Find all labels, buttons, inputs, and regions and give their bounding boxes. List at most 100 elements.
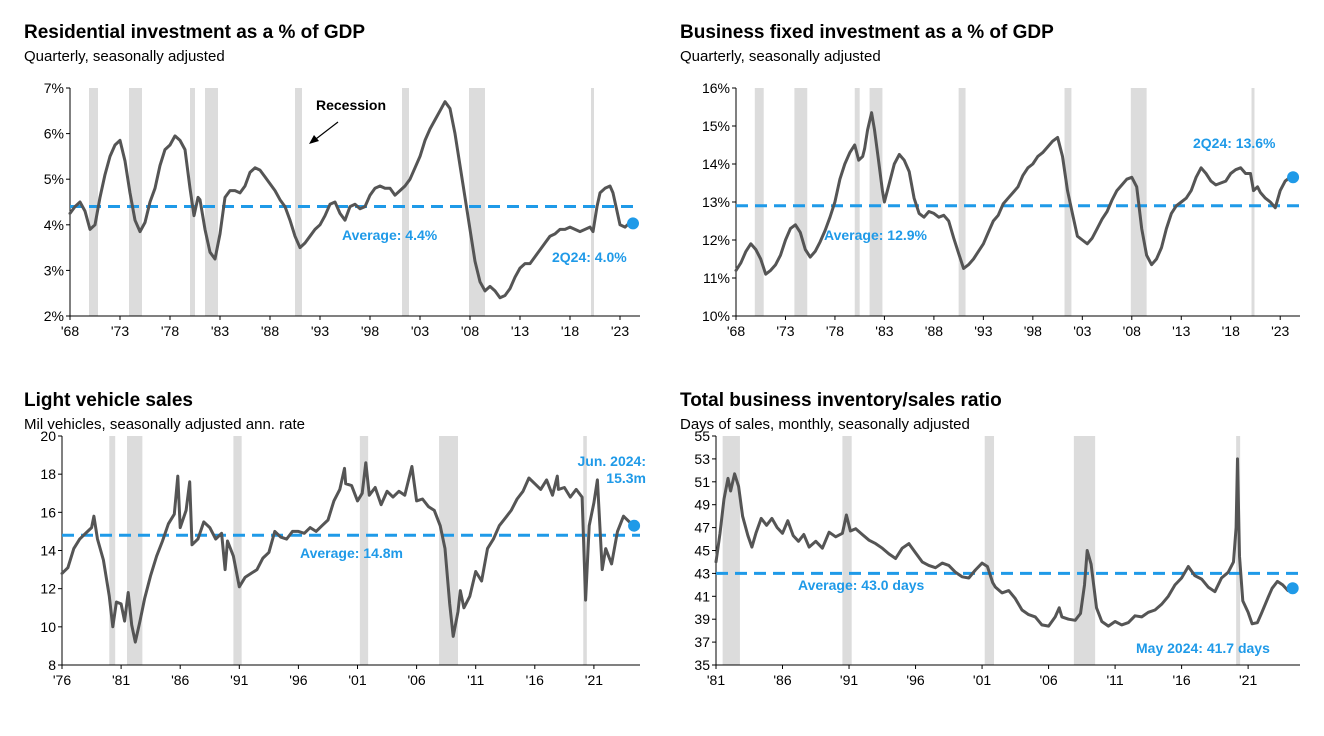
average-label: Average: 14.8m (300, 545, 403, 561)
x-tick-label: '88 (925, 323, 943, 339)
series-line (734, 111, 1295, 276)
recession-band (109, 436, 116, 665)
chart-subtitle: Quarterly, seasonally adjusted (680, 48, 881, 65)
x-tick-label: '93 (311, 323, 329, 339)
x-tick-label: '68 (61, 323, 79, 339)
y-tick-label: 43 (694, 565, 710, 581)
chart-panel-residential-investment: 2% 3% 4% 5% 6% 7% '68 '73 '78 '83 '88 '93 '98 '03 '08 '… (0, 0, 650, 360)
last-value-label: 2Q24: 13.6% (1193, 135, 1276, 151)
x-tick-label: '86 (171, 672, 189, 688)
y-tick-label: 7% (44, 80, 64, 96)
last-point-marker (627, 217, 639, 230)
last-point-marker (1287, 171, 1300, 184)
chart-light-vehicle-sales: 8 10 12 14 16 18 20 '76 '81 '86 '91 '96 '01 '06 '11 '16… (40, 428, 646, 688)
last-value-label: 2Q24: 4.0% (552, 249, 627, 265)
y-tick-label: 13% (702, 194, 730, 210)
chart-title: Light vehicle sales (24, 390, 193, 411)
x-tick-label: '88 (261, 323, 279, 339)
y-tick-label: 10 (40, 619, 56, 635)
recession-band (591, 88, 594, 316)
recession-band (233, 436, 242, 665)
recession-band (89, 88, 98, 316)
last-value-label: 15.3m (606, 470, 646, 486)
x-tick-label: '78 (161, 323, 179, 339)
y-tick-label: 4% (44, 217, 64, 233)
x-tick-label: '03 (1073, 323, 1091, 339)
recession-band (1073, 436, 1096, 665)
series-line (714, 457, 1295, 628)
y-tick-label: 10% (702, 308, 730, 324)
y-tick-label: 18 (40, 466, 56, 482)
recession-band (958, 88, 966, 316)
x-tick-label: '21 (585, 672, 603, 688)
x-tick-label: '23 (611, 323, 629, 339)
y-tick-label: 35 (694, 657, 710, 673)
x-tick-label: '16 (526, 672, 544, 688)
x-tick-label: '91 (840, 672, 858, 688)
recession-arrow-head (309, 135, 319, 144)
x-tick-label: '21 (1239, 672, 1257, 688)
x-tick-label: '18 (561, 323, 579, 339)
chart-inventory-sales-ratio: 35 37 39 41 43 45 47 49 51 53 55 '81 '86 '91 '96 '01 '06… (694, 428, 1300, 688)
y-tick-label: 11% (703, 270, 730, 286)
x-tick-label: '98 (361, 323, 379, 339)
x-tick-label: '83 (875, 323, 893, 339)
x-tick-label: '68 (727, 323, 745, 339)
y-tick-label: 14 (40, 543, 56, 559)
average-label: Average: 12.9% (824, 227, 928, 243)
y-tick-label: 2% (44, 308, 64, 324)
x-tick-label: '91 (230, 672, 248, 688)
y-tick-label: 45 (694, 543, 710, 559)
series-line (68, 100, 635, 300)
y-tick-label: 14% (702, 156, 730, 172)
x-tick-label: '81 (707, 672, 725, 688)
chart-title: Residential investment as a % of GDP (24, 22, 366, 43)
x-tick-label: '93 (974, 323, 992, 339)
y-tick-label: 39 (694, 611, 710, 627)
y-tick-label: 49 (694, 497, 710, 513)
y-tick-label: 16 (40, 504, 56, 520)
x-tick-label: '98 (1024, 323, 1042, 339)
y-tick-label: 12 (40, 581, 56, 597)
x-tick-label: '73 (776, 323, 794, 339)
recession-band (1064, 88, 1072, 316)
x-tick-label: '08 (1123, 323, 1141, 339)
y-tick-label: 5% (44, 171, 64, 187)
y-tick-label: 55 (694, 428, 710, 444)
chart-residential-investment: 2% 3% 4% 5% 6% 7% '68 '73 '78 '83 '88 '93 '98 '03 '08 '… (44, 80, 640, 339)
chart-subtitle: Days of sales, monthly, seasonally adjus… (680, 416, 970, 433)
x-tick-label: '81 (112, 672, 130, 688)
x-tick-label: '11 (1106, 672, 1123, 688)
last-point-marker (1286, 582, 1299, 595)
x-tick-label: '13 (511, 323, 529, 339)
recession-band (469, 88, 485, 316)
recession-band (854, 88, 860, 316)
recession-band (754, 88, 764, 316)
average-label: Average: 43.0 days (798, 577, 925, 593)
y-tick-label: 41 (694, 588, 710, 604)
x-tick-label: '16 (1172, 672, 1190, 688)
x-tick-label: '83 (211, 323, 229, 339)
x-tick-label: '18 (1222, 323, 1240, 339)
x-tick-label: '06 (1039, 672, 1057, 688)
recession-band (359, 436, 369, 665)
recession-band (1251, 88, 1255, 316)
last-value-label: May 2024: 41.7 days (1136, 640, 1270, 656)
recession-band (794, 88, 808, 316)
y-tick-label: 15% (702, 118, 730, 134)
chart-panel-business-fixed-investment: 10% 11% 12% 13% 14% 15% 16% '68 '73 '78 '83 '88 '93 '… (660, 0, 1310, 360)
y-tick-label: 37 (694, 634, 710, 650)
chart-title: Business fixed investment as a % of GDP (680, 22, 1054, 43)
y-tick-label: 47 (694, 520, 710, 536)
y-tick-label: 20 (40, 428, 56, 444)
chart-panel-inventory-sales-ratio: 35 37 39 41 43 45 47 49 51 53 55 '81 '86 '91 '96 '01 '06… (660, 368, 1310, 728)
x-tick-label: '11 (467, 672, 484, 688)
y-tick-label: 51 (694, 474, 710, 490)
chart-subtitle: Mil vehicles, seasonally adjusted ann. r… (24, 416, 305, 433)
x-tick-label: '01 (348, 672, 366, 688)
average-label: Average: 4.4% (342, 227, 438, 243)
x-tick-label: '08 (461, 323, 479, 339)
x-tick-label: '01 (973, 672, 991, 688)
y-tick-label: 3% (44, 262, 64, 278)
chart-panel-light-vehicle-sales: 8 10 12 14 16 18 20 '76 '81 '86 '91 '96 '01 '06 '11 '16… (0, 368, 650, 728)
